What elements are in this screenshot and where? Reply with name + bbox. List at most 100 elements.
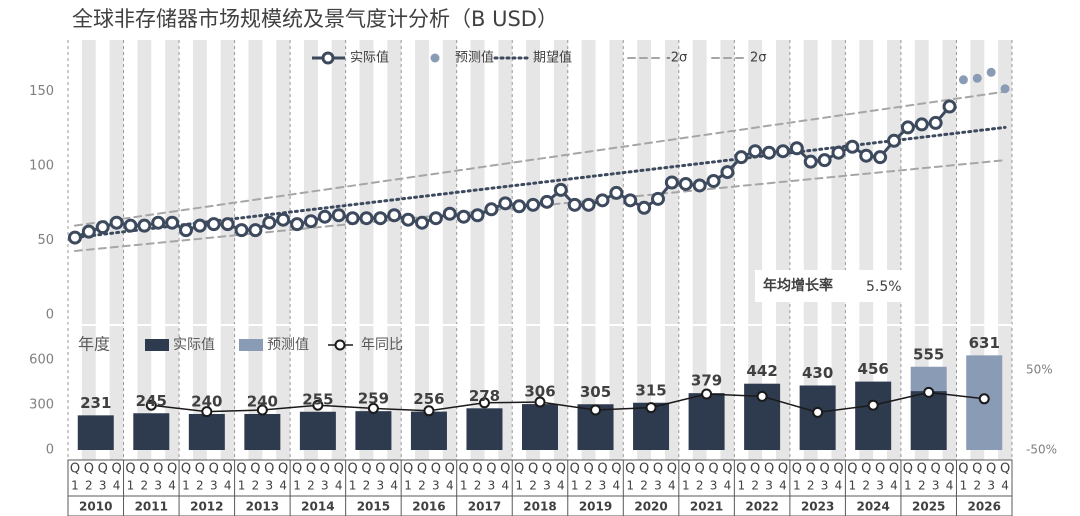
stripe — [304, 40, 318, 460]
value-label: 456 — [858, 360, 889, 378]
quarter-prefix: Q — [195, 462, 205, 477]
yoy-point — [923, 386, 935, 398]
quarter-prefix: Q — [819, 462, 829, 477]
quarter-prefix: Q — [625, 462, 635, 477]
y-tick-label: 300 — [29, 398, 54, 413]
quarter-prefix: Q — [347, 462, 357, 477]
legend-label: -2σ — [666, 51, 687, 66]
stripe — [109, 40, 124, 460]
value-label: 256 — [413, 390, 444, 408]
quarter-prefix: Q — [806, 462, 816, 477]
quarter-label: 1 — [404, 479, 412, 493]
value-label: 245 — [136, 392, 167, 410]
actual-point — [387, 208, 402, 223]
quarter-label: 1 — [682, 479, 690, 493]
stripe — [387, 40, 402, 460]
value-label: 306 — [524, 383, 555, 401]
quarter-prefix: Q — [639, 462, 649, 477]
forecast-point — [958, 75, 968, 85]
stripe — [581, 40, 596, 460]
quarter-label: 4 — [390, 479, 398, 493]
quarter-label: 1 — [960, 479, 968, 493]
actual-point — [498, 196, 513, 211]
stripe — [609, 40, 624, 460]
value-label: 240 — [191, 393, 222, 411]
yoy-point — [534, 396, 546, 408]
quarter-prefix: Q — [167, 462, 177, 477]
stripe — [470, 40, 485, 460]
quarter-prefix: Q — [667, 462, 677, 477]
value-label: 278 — [469, 387, 500, 405]
quarter-prefix: Q — [722, 462, 732, 477]
yoy-point — [978, 393, 990, 405]
quarter-prefix: Q — [181, 462, 191, 477]
actual-point — [859, 148, 874, 163]
quarter-label: 1 — [182, 479, 190, 493]
stripe — [553, 40, 568, 460]
yoy-point — [312, 399, 324, 411]
stripe — [137, 40, 152, 460]
actual-point — [775, 144, 790, 159]
actual-point — [609, 185, 624, 200]
year-label: 2019 — [579, 500, 612, 514]
stripe — [359, 40, 374, 460]
quarter-prefix: Q — [70, 462, 80, 477]
stripe — [498, 40, 513, 460]
y-tick-label: 0 — [46, 308, 54, 323]
actual-point — [900, 120, 915, 135]
quarter-label: 3 — [377, 479, 385, 493]
year-label: 2010 — [79, 500, 112, 514]
actual-point — [442, 206, 457, 221]
y-tick-label: 150 — [29, 84, 54, 99]
actual-point — [179, 223, 193, 238]
actual-point — [248, 223, 263, 238]
y2-tick-label: 50% — [1026, 363, 1053, 377]
quarter-prefix: Q — [611, 462, 621, 477]
actual-point — [234, 223, 249, 238]
actual-point — [664, 175, 679, 190]
value-label: 430 — [802, 364, 833, 382]
year-label: 2013 — [246, 500, 279, 514]
actual-point — [567, 197, 582, 212]
actual-point — [526, 197, 541, 212]
year-label: 2026 — [968, 500, 1001, 514]
quarter-label: 2 — [85, 479, 93, 493]
value-label: 631 — [969, 334, 1000, 352]
actual-point — [220, 217, 235, 232]
stripe — [942, 40, 957, 460]
quarter-prefix: Q — [250, 462, 260, 477]
quarter-prefix: Q — [139, 462, 149, 477]
quarter-label: 4 — [668, 479, 676, 493]
actual-point — [165, 215, 180, 230]
quarter-label: 1 — [293, 479, 301, 493]
actual-point — [789, 141, 804, 156]
actual-point — [845, 139, 860, 154]
quarter-prefix: Q — [833, 462, 843, 477]
quarter-label: 4 — [946, 479, 954, 493]
year-label: 2015 — [357, 500, 390, 514]
quarter-prefix: Q — [528, 462, 538, 477]
value-label: 555 — [913, 345, 944, 363]
quarter-label: 1 — [793, 479, 801, 493]
quarter-prefix: Q — [986, 462, 996, 477]
quarter-label: 2 — [252, 479, 260, 493]
actual-point — [720, 165, 735, 180]
quarter-label: 4 — [335, 479, 343, 493]
quarter-label: 3 — [710, 479, 718, 493]
actual-point — [581, 197, 596, 212]
year-label: 2018 — [523, 500, 556, 514]
quarter-prefix: Q — [861, 462, 871, 477]
quarter-prefix: Q — [556, 462, 566, 477]
quarter-label: 4 — [779, 479, 787, 493]
quarter-label: 1 — [904, 479, 912, 493]
actual-point — [192, 218, 207, 233]
actual-point — [623, 193, 638, 208]
year-label: 2025 — [912, 500, 945, 514]
quarter-label: 4 — [890, 479, 898, 493]
actual-point — [470, 208, 485, 223]
quarter-label: 2 — [807, 479, 815, 493]
quarter-prefix: Q — [708, 462, 718, 477]
bar — [133, 413, 170, 450]
quarter-prefix: Q — [542, 462, 552, 477]
actual-point — [942, 99, 957, 114]
